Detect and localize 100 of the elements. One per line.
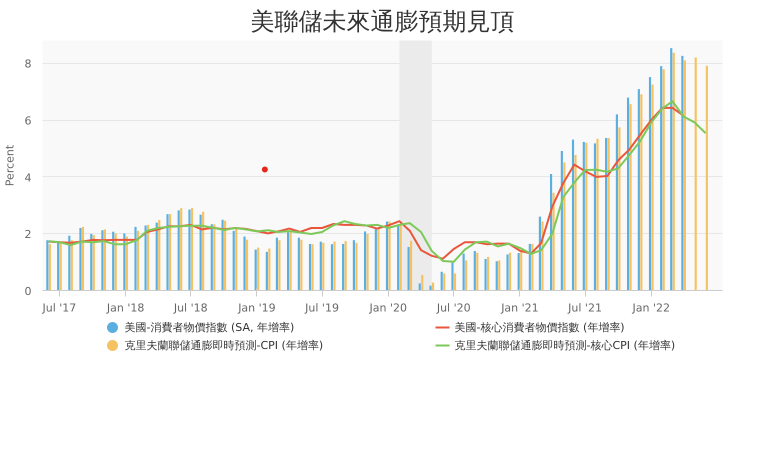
bar xyxy=(48,244,51,290)
bar xyxy=(585,142,588,290)
bar xyxy=(60,242,62,290)
bar xyxy=(289,232,292,290)
bar xyxy=(410,240,412,290)
bar xyxy=(300,240,302,290)
x-tick-label: Jul '19 xyxy=(304,302,339,314)
bar xyxy=(276,238,278,290)
bar xyxy=(266,252,268,290)
bar xyxy=(508,252,512,290)
x-tick-label: Jan '18 xyxy=(106,302,144,314)
bar xyxy=(440,272,443,290)
legend-label: 美國-消費者物價指數 (SA, 年增率) xyxy=(124,321,294,334)
x-tick-label: Jul '17 xyxy=(42,302,76,314)
bar xyxy=(694,58,697,290)
bar xyxy=(311,244,314,290)
bar xyxy=(681,56,684,290)
bar xyxy=(465,260,468,290)
bar xyxy=(418,283,421,290)
bar xyxy=(268,248,270,290)
bar xyxy=(243,236,246,290)
y-tick-label: 2 xyxy=(24,228,32,242)
bar xyxy=(114,233,117,290)
bar xyxy=(582,142,585,290)
bar xyxy=(112,232,114,290)
bar xyxy=(366,234,369,290)
bar xyxy=(70,240,73,290)
bar xyxy=(257,248,260,290)
bar xyxy=(454,273,456,290)
bar xyxy=(364,231,366,290)
x-tick-label: Jul '18 xyxy=(172,302,208,314)
bar xyxy=(498,260,500,290)
bar xyxy=(670,48,672,290)
bar xyxy=(355,242,358,290)
bar xyxy=(518,253,520,290)
bar xyxy=(213,224,216,290)
bar xyxy=(443,273,446,290)
x-tick-label: Jul '21 xyxy=(567,302,602,314)
bar xyxy=(254,250,257,290)
legend-label: 克里夫蘭聯儲通膨即時預測-CPI (年增率) xyxy=(124,339,324,352)
legend-label: 美國-核心消費者物價指數 (年增率) xyxy=(454,321,625,334)
bar xyxy=(377,228,380,290)
x-tick-label: Jul '20 xyxy=(436,302,471,314)
y-axis-title: Percent xyxy=(4,144,16,186)
bar xyxy=(474,251,476,290)
bar xyxy=(298,238,300,290)
bar xyxy=(672,52,675,290)
bar xyxy=(520,252,522,290)
bar xyxy=(408,247,410,290)
bar xyxy=(320,242,322,290)
bar xyxy=(660,66,662,290)
bar xyxy=(180,208,182,290)
bar xyxy=(487,256,490,290)
bar xyxy=(68,236,70,290)
bar xyxy=(594,143,596,290)
bar xyxy=(90,234,92,290)
bar xyxy=(322,242,324,290)
bar xyxy=(156,222,158,290)
bar xyxy=(506,254,509,290)
bar xyxy=(235,228,238,290)
bar xyxy=(333,242,336,290)
bar xyxy=(246,240,248,290)
bar xyxy=(684,60,686,290)
x-tick-label: Jan '21 xyxy=(500,302,539,314)
bar xyxy=(451,262,454,290)
y-tick-label: 6 xyxy=(24,114,32,128)
bar xyxy=(397,225,400,290)
bar xyxy=(308,244,312,290)
bar xyxy=(651,84,654,290)
bar xyxy=(648,77,652,290)
bar xyxy=(278,240,280,290)
bar xyxy=(484,258,487,290)
x-tick-label: Jan '19 xyxy=(237,302,276,314)
y-tick-label: 0 xyxy=(24,285,32,298)
bar xyxy=(462,254,465,290)
bar xyxy=(596,138,599,290)
bar xyxy=(374,228,377,290)
bar xyxy=(344,241,347,290)
bar xyxy=(92,235,95,290)
y-tick-label: 8 xyxy=(24,58,32,71)
bar xyxy=(342,244,344,290)
legend-label: 克里夫蘭聯儲通膨即時預測-核心CPI (年增率) xyxy=(454,339,676,352)
bar xyxy=(330,244,334,290)
bar xyxy=(400,225,402,290)
bar xyxy=(421,274,424,290)
bar xyxy=(210,224,213,290)
bar xyxy=(605,138,608,290)
bar xyxy=(178,210,180,290)
bar xyxy=(46,240,48,290)
bar xyxy=(496,261,498,290)
chart-title: 美聯儲未來通膨預期見頂 xyxy=(250,8,514,36)
bar xyxy=(662,69,665,290)
y-tick-label: 4 xyxy=(24,171,32,184)
x-tick-label: Jan '22 xyxy=(632,302,670,314)
bar xyxy=(158,220,160,290)
bar xyxy=(706,66,708,290)
bar xyxy=(476,252,478,290)
bar xyxy=(352,240,355,290)
bar xyxy=(190,208,194,290)
bar xyxy=(232,230,235,290)
